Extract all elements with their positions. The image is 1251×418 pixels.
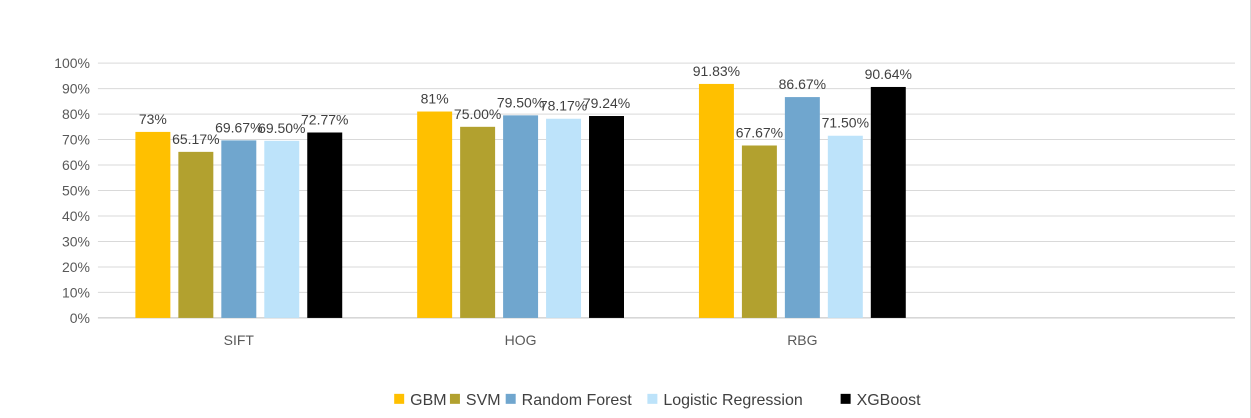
category-label-hog: HOG (505, 332, 537, 348)
y-tick-label: 60% (62, 157, 90, 173)
data-label: 86.67% (779, 76, 826, 92)
data-label: 91.83% (693, 63, 740, 79)
bar-hog-svm (460, 126, 496, 318)
data-label: 69.67% (215, 119, 262, 135)
legend-label: Logistic Regression (663, 392, 802, 409)
y-tick-label: 90% (62, 81, 90, 97)
y-tick-label: 0% (70, 310, 90, 326)
legend-swatch-gbm (394, 393, 405, 404)
legend-label: SVM (466, 392, 501, 409)
data-label: 67.67% (736, 124, 783, 140)
data-label: 69.50% (258, 120, 305, 136)
legend-swatch-random-forest (505, 393, 516, 404)
bar-rbg-svm (741, 145, 777, 318)
y-tick-label: 10% (62, 284, 90, 300)
legend-swatch-svm (449, 393, 460, 404)
bar-sift-random-forest (221, 140, 257, 318)
bar-rbg-random-forest (784, 97, 820, 318)
bar-sift-xgboost (307, 132, 343, 318)
bar-hog-gbm (417, 111, 453, 318)
data-label: 78.17% (540, 98, 587, 114)
data-label: 72.77% (301, 112, 348, 128)
data-label: 65.17% (172, 131, 219, 147)
legend-label: XGBoost (857, 392, 921, 409)
y-tick-label: 20% (62, 259, 90, 275)
bar-hog-logistic-regression (546, 118, 582, 318)
x-axis: SIFT HOG RBG (224, 332, 818, 348)
y-tick-label: 70% (62, 132, 90, 148)
y-tick-label: 100% (54, 55, 90, 71)
bars (135, 83, 906, 318)
legend-swatch-logistic-regression (647, 393, 658, 404)
data-label: 71.50% (822, 115, 869, 131)
data-label: 79.50% (497, 94, 544, 110)
legend-label: Random Forest (522, 392, 633, 409)
category-label-rbg: RBG (787, 332, 817, 348)
bar-hog-xgboost (589, 116, 625, 318)
data-label: 75.00% (454, 106, 501, 122)
data-label: 81% (421, 91, 449, 107)
bar-hog-random-forest (503, 115, 539, 318)
data-label: 90.64% (865, 66, 912, 82)
y-tick-label: 30% (62, 233, 90, 249)
y-tick-label: 80% (62, 106, 90, 122)
bar-rbg-xgboost (870, 86, 906, 318)
bar-rbg-logistic-regression (827, 135, 863, 318)
category-label-sift: SIFT (224, 332, 255, 348)
y-tick-label: 50% (62, 183, 90, 199)
bar-sift-gbm (135, 131, 171, 318)
y-axis: 0% 10% 20% 30% 40% 50% 60% 70% 80% 90% 100% (54, 55, 90, 326)
legend: GBM SVM Random Forest Logistic Regression XG… (394, 392, 921, 409)
data-labels: 73% 65.17%69.67%69.50%72.77% 81% 75.00%79.5… (139, 63, 912, 147)
bar-sift-svm (178, 151, 214, 318)
data-label: 79.24% (583, 95, 630, 111)
legend-swatch-xgboost (840, 393, 851, 404)
bar-sift-logistic-regression (264, 140, 300, 318)
bar-rbg-gbm (698, 83, 734, 318)
y-tick-label: 40% (62, 208, 90, 224)
legend-label: GBM (410, 392, 446, 409)
data-label: 73% (139, 111, 167, 127)
